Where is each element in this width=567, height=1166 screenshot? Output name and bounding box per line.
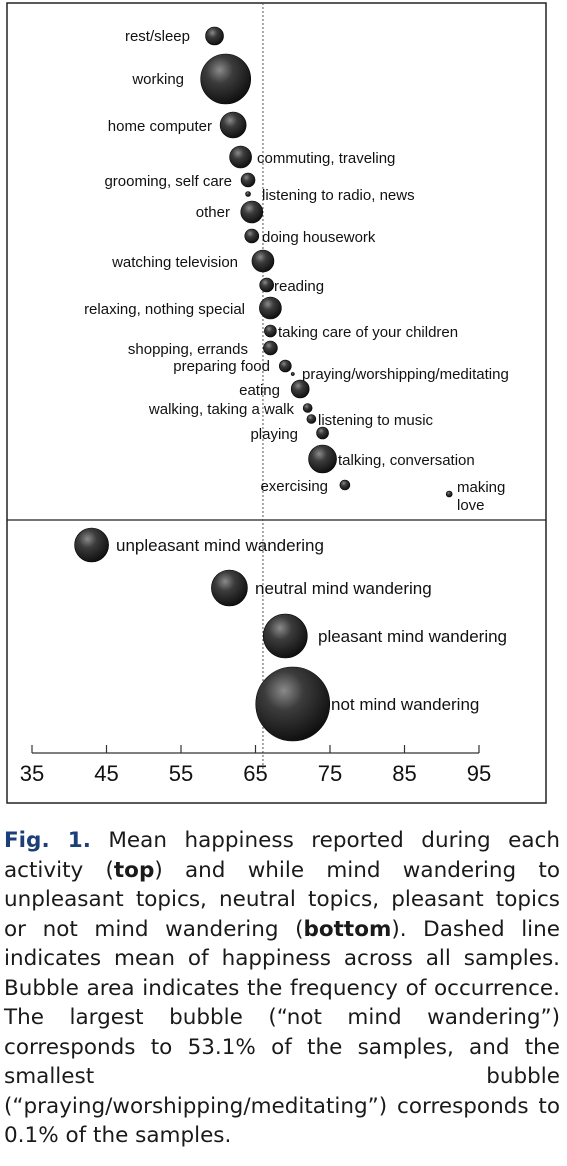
bubble-working: working — [131, 53, 251, 105]
x-tick-label: 55 — [169, 761, 193, 786]
bubble-watching-television: watching television — [111, 249, 275, 273]
bubble-praying-worshipping-meditating: praying/worshipping/meditating — [290, 366, 509, 383]
bubble-label: making love — [457, 479, 505, 514]
bubble-label: listening to radio, news — [262, 187, 415, 204]
bubble-making-love: making love — [445, 479, 505, 514]
bubble-mark — [259, 277, 274, 293]
bubble-mark — [219, 111, 247, 139]
x-tick-label: 85 — [392, 761, 416, 786]
bubble-label: listening to music — [318, 412, 434, 429]
bubble-label: working — [131, 71, 184, 88]
bubble-mark — [255, 666, 331, 742]
bubble-label: commuting, traveling — [257, 150, 395, 167]
bubble-label: grooming, self care — [104, 173, 232, 190]
bubble-grooming-self-care: grooming, self care — [104, 172, 256, 190]
caption-segment: ) and while mind wandering to unpleasant… — [4, 857, 560, 942]
bubble-label: relaxing, nothing special — [84, 301, 245, 318]
figure-chart: 35 45 55 65 75 85 95 rest/sleep working home com… — [6, 2, 547, 804]
bubble-label: talking, conversation — [338, 452, 475, 469]
bubble-label: shopping, errands — [128, 341, 248, 358]
caption-emphasis: bottom — [303, 916, 392, 942]
bubble-exercising: exercising — [260, 478, 351, 495]
bubble-shopping-errands: shopping, errands — [128, 340, 278, 358]
bubble-reading: reading — [259, 277, 324, 295]
bubble-mark — [211, 569, 248, 607]
bubble-mark — [278, 359, 292, 373]
bubble-mark — [290, 379, 310, 399]
bubble-doing-housework: doing housework — [244, 228, 376, 246]
caption-text: Mean happiness reported during each acti… — [4, 828, 560, 1148]
bubble-mark — [229, 145, 252, 169]
bubble-listening-to-music: listening to music — [306, 412, 434, 429]
figure-caption: Fig. 1. Mean happiness reported during e… — [4, 826, 560, 1151]
bubble-chart: 35 45 55 65 75 85 95 rest/sleep working home com… — [6, 2, 547, 804]
bubble-mark — [264, 324, 277, 338]
bubble-mark — [240, 172, 256, 188]
bubble-label: neutral mind wandering — [255, 579, 432, 598]
bubble-neutral-mind-wandering: neutral mind wandering — [211, 569, 432, 607]
bubble-mark — [259, 296, 282, 320]
bubble-label: praying/worshipping/meditating — [302, 366, 509, 383]
bubble-mark — [290, 372, 295, 376]
bubble-mark — [306, 414, 317, 424]
bubble-mark — [308, 444, 337, 474]
bubble-talking-conversation: talking, conversation — [308, 444, 475, 474]
bubble-label: preparing food — [173, 358, 270, 375]
bubble-mark — [316, 426, 329, 440]
bubble-label: home computer — [108, 118, 212, 135]
bubble-mark — [263, 340, 278, 356]
bubble-commuting-traveling: commuting, traveling — [229, 145, 395, 169]
bubble-mark — [262, 613, 308, 659]
bubble-label: doing housework — [262, 229, 376, 246]
bubble-mark — [74, 527, 109, 563]
figure-number: Fig. 1. — [4, 828, 91, 853]
bubble-mark — [205, 26, 224, 46]
caption-segment: Mean happiness reported during each acti… — [4, 828, 560, 883]
bubble-label: exercising — [260, 478, 328, 495]
bubble-home-computer: home computer — [108, 111, 247, 139]
bubble-label: other — [196, 204, 230, 221]
bubble-not-mind-wandering: not mind wandering — [255, 666, 479, 742]
bubble-label: pleasant mind wandering — [318, 627, 507, 646]
x-tick-label: 35 — [20, 761, 44, 786]
chart-border — [6, 2, 547, 804]
bubble-label: watching television — [111, 254, 238, 271]
bubble-mark — [200, 53, 251, 105]
bubble-mark — [445, 490, 453, 498]
bubble-preparing-food: preparing food — [173, 358, 292, 375]
bubble-mark — [240, 200, 264, 224]
caption-segment: ). Dashed line indicates mean of happine… — [4, 916, 561, 1149]
x-tick-label: 45 — [94, 761, 118, 786]
bubble-label: eating — [239, 382, 280, 399]
bubble-mark — [245, 191, 251, 197]
bubble-unpleasant-mind-wandering: unpleasant mind wandering — [74, 527, 324, 563]
bubble-walking-taking-a-walk: walking, taking a walk — [148, 401, 313, 418]
bubble-other: other — [196, 200, 264, 224]
bubble-label: unpleasant mind wandering — [116, 536, 324, 555]
bubble-mark — [302, 403, 313, 413]
bubble-taking-care-of-your-children: taking care of your children — [264, 324, 458, 341]
x-tick-label: 95 — [467, 761, 491, 786]
caption-emphasis: top — [113, 857, 155, 883]
bubble-relaxing-nothing-special: relaxing, nothing special — [84, 296, 282, 320]
bubble-label: walking, taking a walk — [148, 401, 295, 418]
bubble-mark — [251, 249, 275, 273]
bubble-eating: eating — [239, 379, 310, 399]
bubble-label: playing — [250, 426, 298, 443]
bubble-label: not mind wandering — [331, 695, 479, 714]
bubble-mark — [244, 228, 260, 244]
bubble-mark — [339, 479, 351, 491]
bubble-label: reading — [274, 278, 324, 295]
bubble-pleasant-mind-wandering: pleasant mind wandering — [262, 613, 507, 659]
bubble-playing: playing — [250, 426, 329, 443]
bubble-label: rest/sleep — [125, 28, 190, 45]
bubble-label: taking care of your children — [278, 324, 458, 341]
bubble-rest-sleep: rest/sleep — [125, 26, 224, 46]
bubble-listening-to-radio-news: listening to radio, news — [245, 187, 415, 204]
x-tick-label: 75 — [318, 761, 342, 786]
x-tick-label: 65 — [243, 761, 267, 786]
